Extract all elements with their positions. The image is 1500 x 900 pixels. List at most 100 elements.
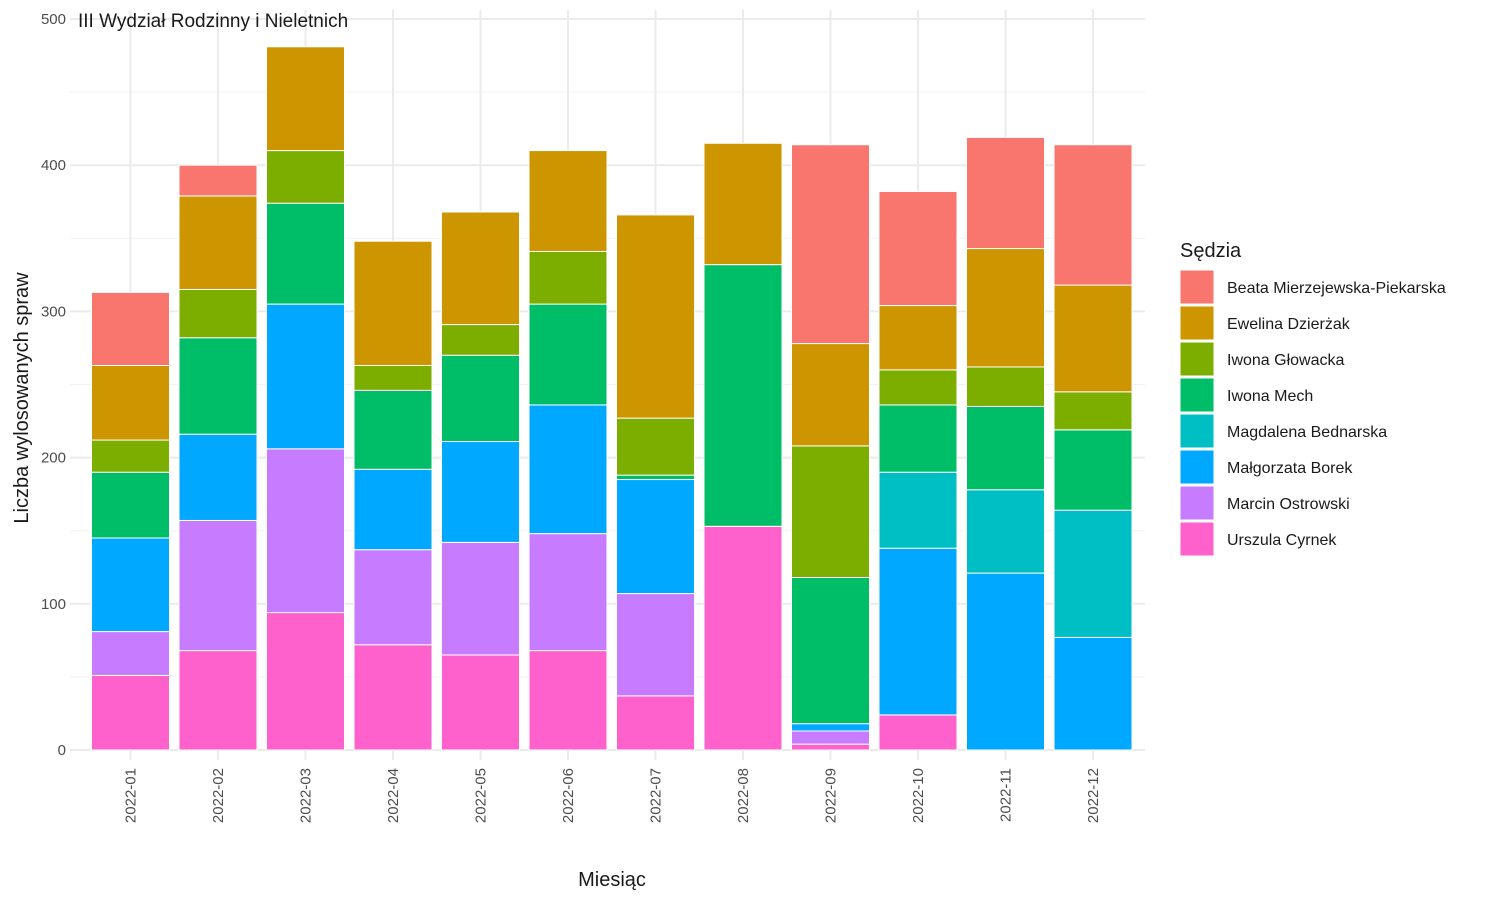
bar-segment bbox=[703, 264, 783, 527]
bar-segment bbox=[353, 549, 433, 646]
bar-segment bbox=[266, 202, 345, 305]
y-tick-label: 400 bbox=[41, 157, 66, 174]
x-tick-label: 2022-01 bbox=[123, 768, 140, 823]
x-tick-label: 2022-11 bbox=[998, 768, 1015, 822]
y-tick-label: 0 bbox=[58, 742, 66, 759]
bar-segment bbox=[441, 211, 520, 326]
bar-segment bbox=[441, 324, 520, 356]
legend-key bbox=[1179, 377, 1215, 413]
bar-segment bbox=[791, 343, 870, 447]
bar-segment bbox=[1053, 429, 1133, 511]
x-tick-label: 2022-02 bbox=[210, 768, 227, 823]
legend-label: Iwona Głowacka bbox=[1227, 352, 1344, 369]
bar-segment bbox=[616, 214, 695, 419]
bar-segment bbox=[353, 389, 433, 470]
bar-segment bbox=[178, 337, 258, 435]
bar-segment bbox=[178, 519, 258, 652]
bar-segment bbox=[966, 248, 1045, 368]
bar-segment bbox=[878, 305, 958, 371]
bar-segment bbox=[91, 631, 170, 676]
bar-segment bbox=[266, 46, 345, 152]
legend-key bbox=[1179, 413, 1215, 449]
bar-segment bbox=[528, 404, 608, 535]
legend-label: Urszula Cyrnek bbox=[1227, 532, 1337, 549]
legend-label: Małgorzata Borek bbox=[1227, 460, 1353, 477]
legend-label: Ewelina Dzierżak bbox=[1227, 316, 1351, 333]
bar-segment bbox=[1053, 509, 1133, 638]
bar-segment bbox=[528, 250, 608, 305]
legend-label: Iwona Mech bbox=[1227, 388, 1313, 405]
bar-segment bbox=[178, 288, 258, 339]
legend-key bbox=[1179, 521, 1215, 557]
y-tick-label: 100 bbox=[41, 596, 66, 613]
bar-segment bbox=[441, 541, 520, 656]
bar-segment bbox=[91, 439, 170, 473]
bar-segment bbox=[791, 144, 870, 345]
legend-label: Beata Mierzejewska-Piekarska bbox=[1227, 280, 1446, 297]
bar-segment bbox=[178, 433, 258, 521]
bar-segment bbox=[528, 533, 608, 652]
bar-segment bbox=[178, 650, 258, 751]
bar-segment bbox=[353, 364, 433, 391]
bar-segment bbox=[1053, 144, 1133, 286]
bar-segment bbox=[966, 572, 1045, 751]
bar-segment bbox=[966, 136, 1045, 250]
bar-segment bbox=[966, 489, 1045, 574]
bar-segment bbox=[703, 525, 783, 751]
bar-segment bbox=[1053, 284, 1133, 393]
bar-segment bbox=[528, 150, 608, 252]
legend: Sędzia Beata Mierzejewska-Piekarska Eweli… bbox=[1179, 240, 1446, 557]
legend-title: Sędzia bbox=[1180, 240, 1242, 262]
bar-segment bbox=[791, 730, 870, 745]
bar-segment bbox=[91, 471, 170, 539]
x-tick-label: 2022-04 bbox=[385, 768, 402, 823]
y-tick-label: 500 bbox=[41, 11, 66, 28]
bar-segment bbox=[178, 195, 258, 290]
y-axis-title: Liczba wylosowanych spraw bbox=[11, 272, 33, 524]
y-tick-label: 300 bbox=[41, 303, 66, 320]
x-tick-label: 2022-07 bbox=[648, 768, 665, 823]
bars bbox=[91, 46, 1133, 751]
bar-segment bbox=[353, 240, 433, 366]
legend-key bbox=[1179, 269, 1215, 305]
bar-segment bbox=[441, 441, 520, 543]
bar-segment bbox=[703, 142, 783, 266]
x-axis-ticks: 2022-01 2022-02 2022-03 2022-04 2022-05 2022-… bbox=[123, 768, 1103, 823]
bar-segment bbox=[878, 191, 958, 307]
bar-segment bbox=[878, 547, 958, 716]
y-axis-ticks: 0 100 200 300 400 500 bbox=[41, 11, 66, 759]
bar-segment bbox=[878, 471, 958, 549]
bar-segment bbox=[616, 417, 695, 476]
x-tick-label: 2022-08 bbox=[735, 768, 752, 823]
x-tick-label: 2022-12 bbox=[1085, 768, 1102, 823]
bar-segment bbox=[178, 164, 258, 197]
bar-segment bbox=[91, 674, 170, 751]
x-tick-label: 2022-10 bbox=[910, 768, 927, 823]
bar-segment bbox=[878, 404, 958, 473]
legend-key bbox=[1179, 305, 1215, 341]
bar-segment bbox=[91, 291, 170, 366]
bar-segment bbox=[91, 364, 170, 441]
bar-segment bbox=[266, 150, 345, 204]
bar-segment bbox=[353, 644, 433, 751]
bar-segment bbox=[878, 369, 958, 406]
legend-key bbox=[1179, 449, 1215, 485]
bar-segment bbox=[616, 695, 695, 751]
bar-segment bbox=[266, 303, 345, 450]
chart-title: III Wydział Rodzinny i Nieletnich bbox=[78, 11, 348, 32]
bar-segment bbox=[528, 303, 608, 406]
x-tick-label: 2022-05 bbox=[473, 768, 490, 823]
bar-segment bbox=[616, 479, 695, 595]
x-axis-title: Miesiąc bbox=[578, 869, 646, 891]
x-tick-label: 2022-06 bbox=[560, 768, 577, 823]
x-tick-label: 2022-03 bbox=[298, 768, 315, 823]
bar-segment bbox=[441, 654, 520, 751]
bar-segment bbox=[528, 650, 608, 751]
bar-segment bbox=[791, 445, 870, 578]
bar-segment bbox=[616, 593, 695, 697]
bar-segment bbox=[878, 714, 958, 751]
bar-segment bbox=[966, 405, 1045, 491]
bar-segment bbox=[616, 474, 695, 481]
bar-segment bbox=[91, 537, 170, 633]
